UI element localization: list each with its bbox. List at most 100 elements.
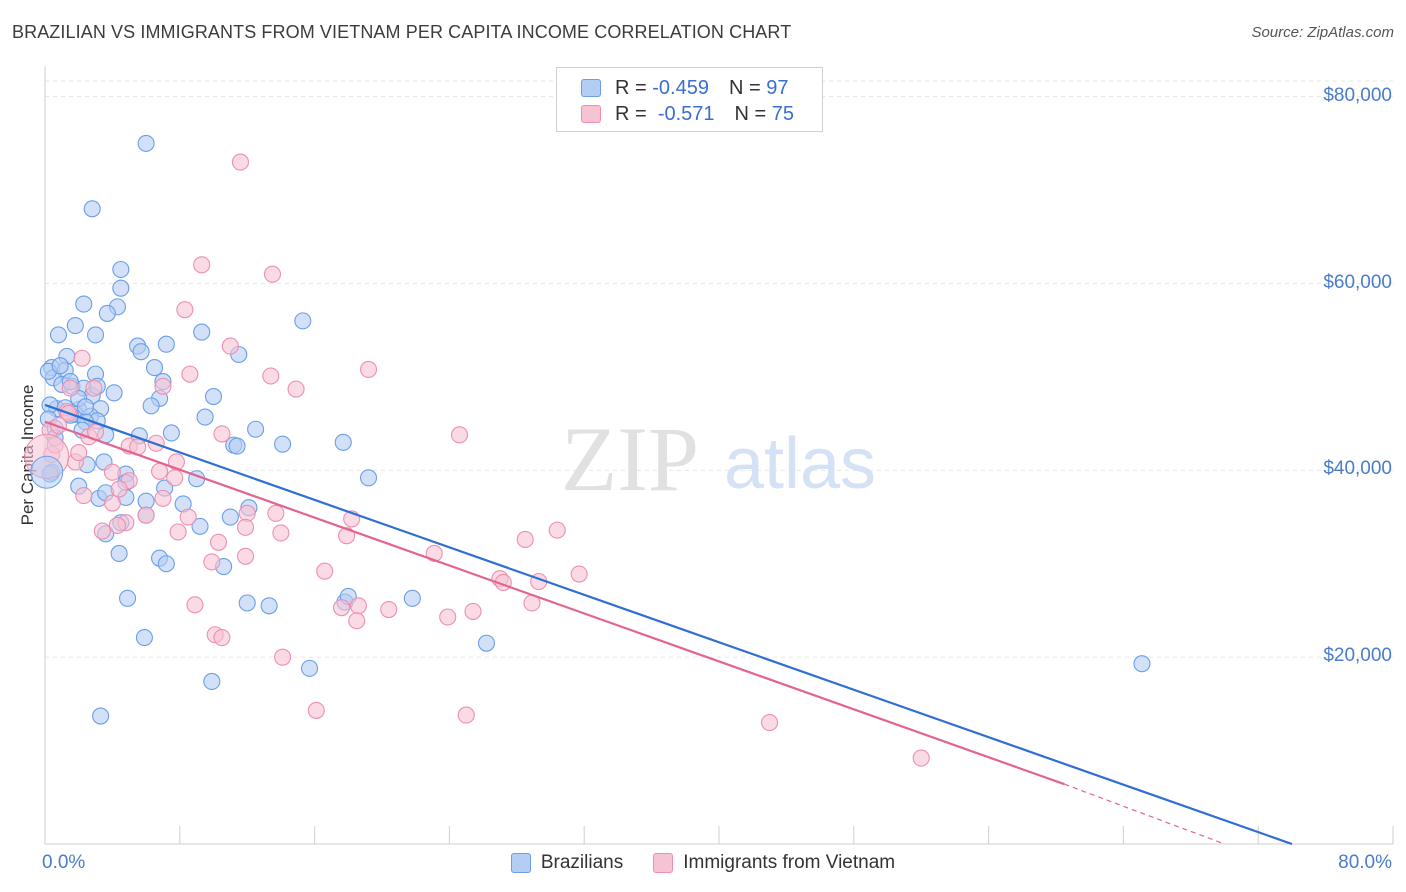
point-vietnam [203,553,221,571]
legend-label-vietnam: Immigrants from Vietnam [683,852,896,873]
point-vietnam [103,463,121,481]
point-vietnam [110,480,128,498]
point-vietnam [221,337,239,355]
point-vietnam [272,524,290,542]
x-tick-min: 0.0% [42,852,86,873]
point-brazilian [162,424,180,442]
point-brazilian [403,589,421,607]
point-brazilian [294,312,312,330]
point-vietnam [333,599,351,617]
legend-n-value: 97 [766,76,789,99]
point-vietnam [108,516,127,535]
point-brazilian [75,295,93,313]
point-vietnam [236,547,255,565]
point-vietnam [348,612,366,630]
legend-swatch-pink [653,853,674,873]
point-brazilian [112,260,130,279]
legend-r-label: R = [615,76,647,99]
legend-row-brazilians: R = -0.459 N = 97 [581,77,788,99]
point-vietnam [349,597,367,615]
point-vietnam [267,504,285,522]
point-brazilian [92,707,110,725]
point-brazilian [477,634,496,652]
point-brazilian [142,397,160,415]
trendline-brazilian [44,403,1293,846]
point-vietnam [151,462,169,480]
point-brazilian [49,326,68,344]
chart-title: BRAZILIAN VS IMMIGRANTS FROM VIETNAM PER… [12,22,792,42]
point-vietnam [103,494,121,512]
point-vietnam [516,530,534,549]
point-vietnam [425,544,443,563]
legend-item-vietnam: Immigrants from Vietnam [653,852,895,874]
point-vietnam [380,600,398,619]
point-vietnam [137,506,155,524]
point-brazilian [247,420,265,438]
trendline-extension-vietnam [1064,783,1225,845]
point-vietnam [760,714,779,732]
point-vietnam [548,521,566,539]
point-vietnam [263,265,282,283]
legend-swatch-blue [510,853,531,873]
stats-legend: R = -0.459 N = 97 R = -0.571 N = 75 [556,67,823,132]
point-vietnam [154,489,172,507]
point-vietnam [85,379,103,397]
point-vietnam [570,565,588,583]
legend-row-vietnam: R = -0.571 N = 75 [581,103,794,125]
point-vietnam [236,518,255,536]
point-brazilian [260,597,278,615]
point-vietnam [231,153,250,171]
point-vietnam [73,349,91,367]
point-brazilian [87,326,105,344]
point-vietnam [439,608,457,626]
point-brazilian [119,589,137,607]
point-brazilian [110,544,128,563]
y-tick-label: $80,000 [1323,84,1392,106]
point-vietnam [70,444,88,462]
point-brazilian [196,408,214,426]
point-vietnam [307,701,325,719]
point-vietnam [154,377,172,395]
point-vietnam [464,602,482,620]
point-vietnam [316,562,334,580]
point-vietnam [210,533,228,551]
point-brazilian [191,517,209,535]
point-brazilian [98,304,116,322]
point-vietnam [181,365,199,383]
point-vietnam [186,596,204,614]
point-vietnam [274,648,292,666]
x-tick-max: 80.0% [1338,852,1392,873]
y-tick-label: $40,000 [1323,458,1392,480]
point-vietnam [93,522,111,540]
point-brazilian [334,433,352,451]
point-vietnam [338,527,356,545]
point-vietnam [61,379,79,397]
y-tick-label: $60,000 [1323,271,1392,293]
point-brazilian [41,396,59,414]
point-brazilian [204,387,223,406]
legend-r-label: R = [615,102,647,125]
watermark-atlas: atlas [724,424,876,504]
point-brazilian-large [30,455,64,489]
point-brazilian [157,335,175,353]
legend-label-brazilians: Brazilians [540,852,624,873]
legend-item-brazilians: Brazilians [510,852,624,874]
legend-n-value: 75 [771,102,795,125]
point-vietnam [238,504,256,522]
point-brazilian [105,384,123,402]
point-brazilian [1133,655,1151,673]
point-brazilian [132,343,150,361]
point-brazilian [193,323,211,341]
legend-swatch-pink [581,105,601,123]
point-brazilian [300,659,319,677]
point-brazilian [274,435,292,453]
point-vietnam [912,749,930,767]
y-tick-label: $20,000 [1323,645,1392,667]
point-brazilian [51,357,69,375]
point-brazilian [112,279,130,297]
point-brazilian [221,508,239,526]
point-vietnam [193,256,211,274]
point-vietnam [450,426,469,444]
point-vietnam [179,508,197,526]
legend-n-label: N = [728,76,761,99]
